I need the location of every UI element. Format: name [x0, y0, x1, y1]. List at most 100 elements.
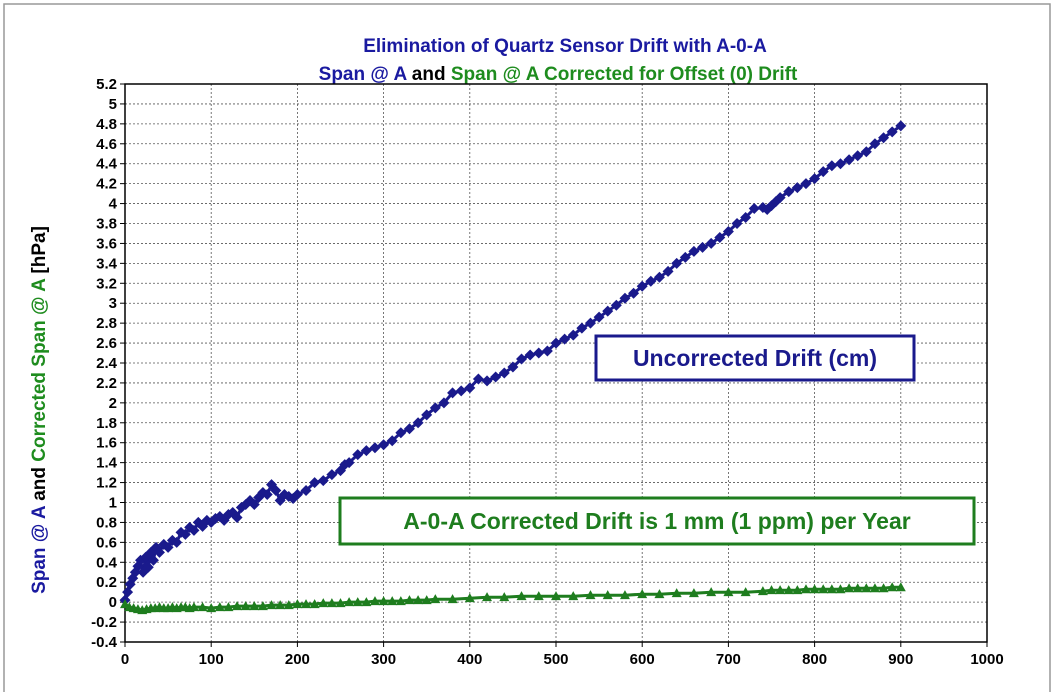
data-point: [576, 322, 588, 334]
data-point: [645, 275, 657, 287]
data-point: [886, 126, 898, 138]
y-tick-label: -0.4: [91, 634, 118, 651]
y-tick-label: 3: [109, 295, 117, 312]
data-point: [326, 469, 338, 481]
y-tick-label: 5: [109, 96, 117, 113]
x-tick-label: 200: [285, 651, 310, 668]
y-tick-label: 2.6: [96, 335, 117, 352]
data-point: [817, 166, 829, 178]
data-point: [147, 554, 159, 566]
data-point: [869, 138, 881, 150]
data-point: [378, 439, 390, 451]
ylabel-part-corrected: Corrected Span @ A: [29, 278, 50, 462]
data-point: [809, 173, 821, 185]
subtitle-part-and: and: [407, 64, 451, 85]
data-point: [369, 442, 381, 454]
data-point: [301, 599, 312, 609]
data-point: [369, 596, 380, 606]
ylabel-part-unit: [hPa]: [29, 226, 50, 279]
data-point: [783, 186, 795, 198]
data-point: [878, 583, 889, 593]
data-point: [344, 597, 355, 607]
y-tick-label: 2.4: [96, 355, 118, 372]
data-point: [559, 333, 571, 345]
corrected-annotation-text: A-0-A Corrected Drift is 1 mm (1 ppm) pe…: [403, 508, 910, 534]
data-point: [386, 435, 398, 447]
data-point: [551, 591, 561, 601]
data-point: [818, 584, 829, 594]
data-point: [740, 587, 751, 597]
data-point: [482, 592, 493, 602]
data-point: [671, 588, 682, 598]
data-point: [860, 146, 872, 158]
data-point: [257, 601, 268, 611]
data-point: [317, 475, 329, 487]
y-tick-label: 0.6: [96, 534, 117, 551]
data-point: [774, 192, 786, 204]
data-point: [653, 271, 665, 283]
data-point: [637, 589, 648, 599]
data-point: [878, 132, 890, 144]
chart-title: Elimination of Quartz Sensor Drift with …: [363, 36, 767, 57]
corrected-annotation: A-0-A Corrected Drift is 1 mm (1 ppm) pe…: [338, 496, 976, 546]
data-point: [568, 591, 579, 601]
subtitle-part-span: Span @ A: [319, 64, 408, 85]
y-tick-label: -0.2: [91, 614, 117, 631]
data-point: [240, 601, 251, 611]
data-point: [413, 595, 424, 605]
data-point: [731, 218, 743, 229]
data-point: [188, 524, 200, 536]
data-point: [395, 427, 407, 439]
data-point: [705, 237, 717, 249]
y-tick-label: 4.2: [96, 176, 117, 193]
data-point: [895, 120, 907, 132]
data-point: [757, 586, 768, 596]
data-point: [249, 601, 260, 611]
data-point: [671, 257, 683, 269]
data-point: [826, 160, 838, 172]
data-point: [723, 587, 734, 597]
x-tick-label: 700: [716, 651, 741, 668]
series: [119, 120, 907, 615]
data-point: [421, 595, 432, 605]
y-tick-label: 1.4: [96, 455, 118, 472]
y-tick-label: 1.2: [96, 475, 117, 492]
data-point: [499, 592, 510, 602]
data-point: [688, 588, 699, 598]
data-point: [714, 231, 726, 243]
data-point: [679, 251, 691, 263]
uncorrected-annotation-box: [594, 334, 916, 382]
data-point: [602, 590, 613, 600]
data-point: [464, 593, 475, 603]
data-point: [270, 485, 282, 497]
data-point: [516, 591, 527, 601]
y-tick-label: 0.2: [96, 574, 117, 591]
data-point: [585, 590, 596, 600]
data-point: [283, 600, 294, 610]
x-tick-label: 400: [457, 651, 482, 668]
data-point: [861, 583, 872, 593]
data-point: [266, 600, 277, 610]
data-point: [524, 349, 536, 361]
data-point: [835, 584, 846, 594]
data-point: [318, 598, 329, 608]
x-tick-label: 300: [371, 651, 396, 668]
data-point: [438, 397, 450, 409]
data-point: [231, 511, 243, 523]
data-point: [291, 489, 303, 501]
data-point: [550, 337, 562, 349]
y-tick-label: 0.4: [96, 554, 118, 571]
data-point: [533, 591, 544, 601]
data-point: [791, 182, 803, 194]
data-point: [852, 583, 863, 593]
data-point: [472, 373, 484, 385]
data-point: [481, 375, 493, 387]
data-point: [843, 154, 855, 166]
data-point: [740, 212, 752, 224]
data-point: [628, 287, 640, 299]
data-point: [593, 311, 605, 323]
data-point: [834, 158, 846, 170]
data-point: [654, 589, 665, 599]
data-point: [206, 603, 217, 613]
data-point: [309, 477, 321, 489]
